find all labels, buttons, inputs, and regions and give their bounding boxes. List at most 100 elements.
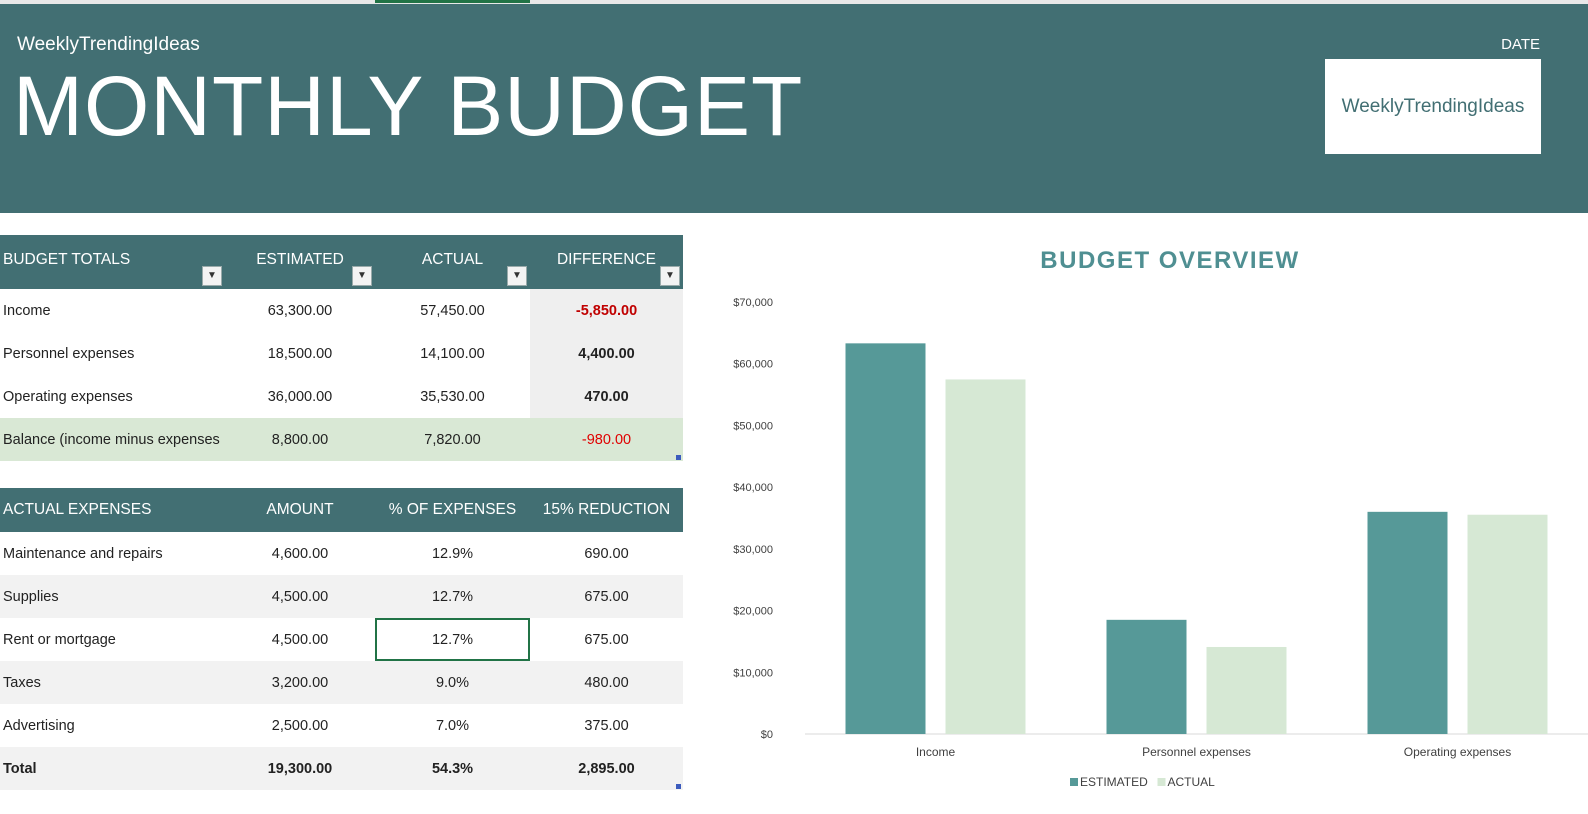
header-cell-difference[interactable]: DIFFERENCE ▼ <box>530 235 683 289</box>
y-tick-label: $10,000 <box>733 667 773 679</box>
legend-label: ESTIMATED <box>1080 775 1148 789</box>
chart-title: BUDGET OVERVIEW <box>1040 247 1299 274</box>
actual-expenses-table: ACTUAL EXPENSES AMOUNT % OF EXPENSES 15%… <box>0 488 683 790</box>
header-cell-amount[interactable]: AMOUNT <box>225 488 375 532</box>
cell-actual[interactable]: 35,530.00 <box>420 388 485 405</box>
header-cell-estimated[interactable]: ESTIMATED ▼ <box>225 235 375 289</box>
y-tick-label: $30,000 <box>733 544 773 556</box>
y-tick-label: $50,000 <box>733 420 773 432</box>
header-cell-percent[interactable]: % OF EXPENSES <box>375 488 530 532</box>
cell-estimated[interactable]: 63,300.00 <box>267 302 333 319</box>
cell-difference[interactable]: 470.00 <box>530 375 683 418</box>
selected-column-indicator <box>375 0 530 3</box>
cell-difference[interactable]: -5,850.00 <box>530 289 683 332</box>
y-tick-label: $70,000 <box>733 297 773 309</box>
cell-label[interactable]: Operating expenses <box>3 388 133 405</box>
header-cell-budget-totals[interactable]: BUDGET TOTALS ▼ <box>0 235 225 289</box>
bar-actual-2[interactable] <box>1467 514 1548 734</box>
budget-overview-chart[interactable]: BUDGET OVERVIEW $0 $10,000 $20,000 $30,000 $… <box>715 230 1588 814</box>
actual-expenses-header-row: ACTUAL EXPENSES AMOUNT % OF EXPENSES 15%… <box>0 488 683 532</box>
selected-cell[interactable]: 12.7% <box>375 618 530 661</box>
cell-label[interactable]: Advertising <box>3 717 75 734</box>
page-title: MONTHLY BUDGET <box>13 59 804 153</box>
cell-amount[interactable]: 2,500.00 <box>271 717 329 734</box>
bar-actual-0[interactable] <box>945 379 1026 734</box>
cell-amount[interactable]: 3,200.00 <box>225 661 375 704</box>
cell-estimated[interactable]: 36,000.00 <box>267 388 333 405</box>
header-cell-reduction[interactable]: 15% REDUCTION <box>530 488 683 532</box>
table-row: Personnel expenses 18,500.00 14,100.00 4… <box>0 332 683 375</box>
filter-dropdown-icon[interactable]: ▼ <box>352 266 372 286</box>
y-tick-label: $60,000 <box>733 359 773 371</box>
cell-actual[interactable]: 14,100.00 <box>420 345 485 362</box>
cell-reduction[interactable]: 480.00 <box>530 661 683 704</box>
cell-amount[interactable]: 19,300.00 <box>225 747 375 790</box>
cell-amount[interactable]: 4,600.00 <box>271 545 329 562</box>
cell-actual[interactable]: 57,450.00 <box>420 302 485 319</box>
cell-label[interactable]: Income <box>3 302 51 319</box>
x-tick-label: Personnel expenses <box>1142 745 1251 759</box>
cell-label[interactable]: Maintenance and repairs <box>3 545 163 562</box>
cell-percent[interactable]: 7.0% <box>435 717 470 734</box>
cell-estimated[interactable]: 8,800.00 <box>225 418 375 461</box>
balance-row: Balance (income minus expenses 8,800.00 … <box>0 418 683 461</box>
x-tick-label: Income <box>916 745 956 759</box>
cell-difference[interactable]: 4,400.00 <box>530 332 683 375</box>
table-resize-handle[interactable] <box>676 784 681 789</box>
cell-label[interactable]: Rent or mortgage <box>3 631 116 648</box>
filter-dropdown-icon[interactable]: ▼ <box>202 266 222 286</box>
legend-swatch <box>1070 778 1078 786</box>
logo-text: WeeklyTrendingIdeas <box>1341 95 1525 117</box>
table-row: Advertising 2,500.00 7.0% 375.00 <box>0 704 683 747</box>
cell-reduction[interactable]: 375.00 <box>584 717 629 734</box>
cell-label[interactable]: Personnel expenses <box>3 345 135 362</box>
y-tick-label: $0 <box>761 729 773 741</box>
sheet-top-strip <box>0 0 1588 4</box>
cell-label[interactable]: Taxes <box>0 661 225 704</box>
cell-difference[interactable]: -980.00 <box>530 418 683 461</box>
table-row: Rent or mortgage 4,500.00 12.7% 675.00 <box>0 618 683 661</box>
table-row: Income 63,300.00 57,450.00 -5,850.00 <box>0 289 683 332</box>
bar-estimated-1[interactable] <box>1106 619 1187 734</box>
bar-actual-1[interactable] <box>1206 646 1287 734</box>
cell-amount[interactable]: 4,500.00 <box>271 631 329 648</box>
cell-label[interactable]: Supplies <box>0 575 225 618</box>
y-axis: $0 $10,000 $20,000 $30,000 $40,000 $50,000 $60… <box>733 297 773 741</box>
cell-percent[interactable]: 54.3% <box>375 747 530 790</box>
bar-estimated-2[interactable] <box>1367 511 1448 734</box>
budget-header: WeeklyTrendingIdeas MONTHLY BUDGET DATE … <box>0 4 1588 213</box>
date-label: DATE <box>1501 36 1540 53</box>
total-row: Total 19,300.00 54.3% 2,895.00 <box>0 747 683 790</box>
cell-estimated[interactable]: 18,500.00 <box>267 345 333 362</box>
legend-swatch <box>1157 778 1166 786</box>
table-row: Maintenance and repairs 4,600.00 12.9% 6… <box>0 532 683 575</box>
header-cell-actual-expenses[interactable]: ACTUAL EXPENSES <box>0 488 225 532</box>
brand-text: WeeklyTrendingIdeas <box>17 34 200 55</box>
cell-percent[interactable]: 12.9% <box>431 545 474 562</box>
budget-totals-header-row: BUDGET TOTALS ▼ ESTIMATED ▼ ACTUAL ▼ DIFFER… <box>0 235 683 289</box>
table-row: Operating expenses 36,000.00 35,530.00 4… <box>0 375 683 418</box>
cell-percent[interactable]: 12.7% <box>375 575 530 618</box>
filter-dropdown-icon[interactable]: ▼ <box>507 266 527 286</box>
header-cell-actual[interactable]: ACTUAL ▼ <box>375 235 530 289</box>
logo-box[interactable]: WeeklyTrendingIdeas <box>1325 59 1541 154</box>
cell-reduction[interactable]: 675.00 <box>530 575 683 618</box>
legend-label: ACTUAL <box>1168 775 1216 789</box>
cell-percent[interactable]: 9.0% <box>375 661 530 704</box>
filter-dropdown-icon[interactable]: ▼ <box>660 266 680 286</box>
cell-label[interactable]: Balance (income minus expenses <box>0 418 225 461</box>
cell-reduction[interactable]: 675.00 <box>584 631 629 648</box>
table-row: Taxes 3,200.00 9.0% 480.00 <box>0 661 683 704</box>
x-tick-label: Operating expenses <box>1404 745 1511 759</box>
table-resize-handle[interactable] <box>676 455 681 460</box>
cell-label[interactable]: Total <box>0 747 225 790</box>
chart-svg: BUDGET OVERVIEW $0$10,000$20,000$30,000$… <box>733 247 1588 789</box>
cell-amount[interactable]: 4,500.00 <box>225 575 375 618</box>
cell-actual[interactable]: 7,820.00 <box>375 418 530 461</box>
y-tick-label: $40,000 <box>733 482 773 494</box>
budget-totals-table: BUDGET TOTALS ▼ ESTIMATED ▼ ACTUAL ▼ DIFFER… <box>0 235 683 461</box>
cell-reduction[interactable]: 690.00 <box>584 545 629 562</box>
y-tick-label: $20,000 <box>733 606 773 618</box>
bar-estimated-0[interactable] <box>845 343 926 734</box>
cell-reduction[interactable]: 2,895.00 <box>530 747 683 790</box>
